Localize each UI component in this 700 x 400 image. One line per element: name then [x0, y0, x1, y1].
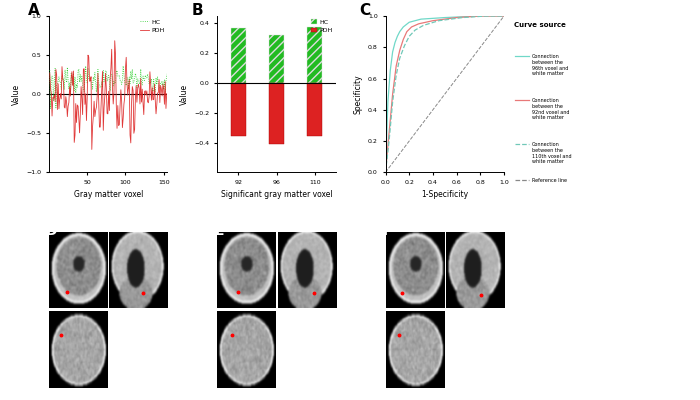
Text: A: A	[28, 4, 39, 18]
Text: Reference line: Reference line	[532, 178, 567, 183]
Text: B: B	[191, 4, 203, 18]
PDH	[152, 111, 160, 116]
Text: z=124: z=124	[294, 373, 319, 382]
HC	[153, 74, 162, 79]
Text: y=155: y=155	[462, 353, 488, 362]
Text: Connection
between the
96th voxel and
white matter: Connection between the 96th voxel and wh…	[532, 54, 568, 76]
HC	[119, 64, 127, 68]
Bar	[270, 35, 284, 83]
Bar	[307, 83, 322, 136]
PDH	[146, 69, 154, 74]
HC	[161, 89, 169, 94]
PDH	[88, 147, 96, 152]
Legend: HC, PDH: HC, PDH	[312, 19, 332, 33]
Bar	[307, 27, 322, 83]
Text: x=107: x=107	[126, 333, 151, 342]
PDH	[46, 71, 54, 76]
Text: Connection
between the
92nd voxel and
white matter: Connection between the 92nd voxel and wh…	[532, 98, 570, 120]
HC	[146, 80, 154, 85]
X-axis label: Significant gray matter voxel: Significant gray matter voxel	[220, 190, 332, 200]
Text: x=103: x=103	[294, 333, 319, 342]
X-axis label: 1-Specificity: 1-Specificity	[421, 190, 468, 200]
Text: Curve source: Curve source	[514, 22, 566, 28]
Y-axis label: Value: Value	[12, 84, 21, 105]
Text: y=158: y=158	[126, 353, 151, 362]
Text: D: D	[46, 224, 57, 238]
Line: PDH: PDH	[50, 41, 167, 150]
HC	[46, 106, 55, 111]
Bar	[231, 28, 246, 83]
Text: z=120: z=120	[463, 373, 487, 382]
X-axis label: Gray matter voxel: Gray matter voxel	[74, 190, 143, 200]
Text: x=55: x=55	[465, 333, 485, 342]
PDH	[111, 38, 119, 43]
PDH	[163, 92, 172, 96]
PDH	[153, 91, 162, 96]
Text: F: F	[383, 224, 392, 238]
Y-axis label: Value: Value	[180, 84, 189, 105]
Bar	[270, 83, 284, 144]
Text: E: E	[214, 224, 224, 238]
HC	[163, 71, 172, 76]
PDH	[103, 111, 111, 116]
Bar	[231, 83, 246, 136]
Text: z=120: z=120	[126, 373, 151, 382]
Text: y=154: y=154	[294, 353, 319, 362]
Text: C: C	[359, 4, 370, 18]
Legend: HC, PDH: HC, PDH	[140, 19, 164, 33]
HC	[152, 75, 160, 80]
Line: HC: HC	[50, 66, 167, 108]
Y-axis label: Specificity: Specificity	[354, 74, 363, 114]
HC	[46, 68, 54, 72]
PDH	[129, 88, 137, 93]
HC	[129, 80, 137, 85]
HC	[103, 79, 111, 84]
Text: Connection
between the
110th voxel and
white matter: Connection between the 110th voxel and w…	[532, 142, 572, 164]
PDH	[161, 79, 169, 84]
